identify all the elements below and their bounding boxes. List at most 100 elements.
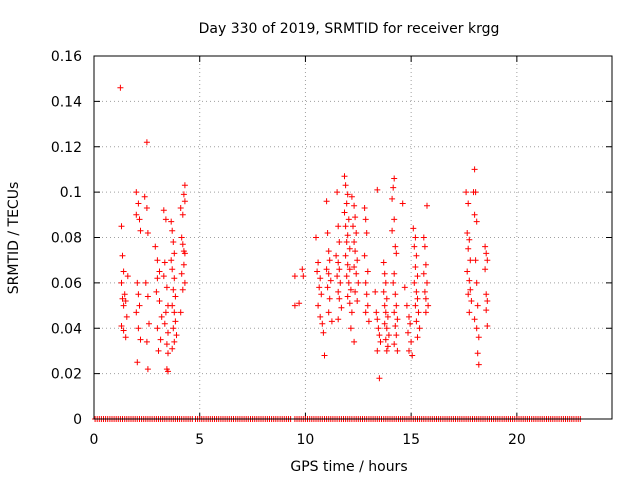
data-point	[391, 309, 398, 316]
data-point	[483, 250, 490, 257]
data-point	[122, 334, 129, 341]
data-point	[385, 332, 392, 339]
data-point	[381, 302, 388, 309]
data-point	[464, 268, 471, 275]
data-point	[381, 320, 388, 327]
data-point	[177, 309, 184, 316]
data-point	[365, 318, 372, 325]
data-point	[154, 275, 161, 282]
data-point	[341, 173, 348, 180]
data-point	[471, 166, 478, 173]
data-point	[391, 175, 398, 182]
data-point	[376, 375, 383, 382]
data-point	[466, 277, 473, 284]
data-point	[156, 268, 163, 275]
data-point	[471, 211, 478, 218]
data-point	[392, 291, 399, 298]
data-point	[341, 209, 348, 216]
data-point	[180, 191, 187, 198]
data-point	[410, 225, 417, 232]
data-point	[319, 320, 326, 327]
data-point	[482, 266, 489, 273]
data-point	[144, 293, 151, 300]
data-point	[354, 298, 361, 304]
y-tick-label: 0.04	[51, 321, 82, 337]
data-point	[335, 259, 342, 266]
data-point	[347, 325, 354, 332]
chart-title: Day 330 of 2019, SRMTID for receiver krg…	[199, 21, 500, 37]
data-point	[394, 316, 401, 323]
data-point	[351, 264, 358, 270]
data-point	[155, 347, 162, 354]
data-point	[424, 279, 430, 286]
data-point	[475, 334, 482, 341]
data-point	[353, 270, 360, 277]
data-point	[466, 236, 473, 243]
data-point	[180, 248, 187, 255]
data-point	[343, 200, 350, 207]
data-point	[153, 288, 160, 295]
data-point	[468, 298, 475, 304]
data-point	[136, 216, 143, 223]
data-point	[413, 288, 420, 295]
data-point	[179, 241, 186, 248]
data-point	[169, 345, 176, 352]
data-point	[335, 316, 342, 323]
data-point	[123, 313, 130, 320]
y-tick-label: 0.12	[51, 140, 82, 156]
data-point	[421, 243, 428, 250]
data-point	[467, 257, 474, 264]
data-point	[163, 284, 170, 291]
data-point	[392, 323, 399, 329]
data-point	[324, 230, 331, 236]
data-point	[383, 347, 390, 354]
data-point	[171, 309, 178, 316]
data-point	[135, 325, 142, 332]
data-point	[414, 334, 421, 341]
data-point	[351, 338, 358, 345]
data-point	[422, 309, 429, 316]
data-point	[169, 227, 176, 234]
data-point	[352, 214, 359, 221]
data-point	[325, 248, 332, 255]
data-point	[415, 309, 422, 316]
data-point	[351, 239, 358, 245]
data-point	[158, 313, 165, 320]
data-point	[352, 248, 359, 255]
data-point	[391, 270, 398, 277]
data-point	[161, 259, 168, 266]
data-point	[162, 216, 169, 223]
data-point	[382, 336, 389, 343]
data-point	[154, 257, 161, 264]
data-point	[334, 189, 341, 196]
data-point	[473, 218, 480, 225]
data-point	[291, 302, 298, 309]
data-point	[300, 273, 307, 280]
data-point	[413, 252, 420, 259]
data-point	[422, 261, 429, 268]
data-point	[299, 266, 306, 273]
data-point	[118, 279, 125, 286]
data-point	[346, 266, 353, 273]
data-point	[178, 270, 185, 277]
data-point	[405, 329, 411, 336]
data-point	[142, 279, 149, 286]
data-point	[421, 288, 428, 295]
data-point	[391, 216, 398, 223]
data-point	[163, 341, 170, 348]
data-point	[406, 313, 412, 320]
data-point	[392, 243, 399, 250]
data-point	[381, 270, 388, 277]
data-point	[336, 239, 343, 245]
y-tick-label: 0.14	[51, 94, 82, 110]
data-point	[384, 313, 391, 320]
data-point	[133, 189, 140, 196]
data-point	[172, 318, 179, 325]
data-point	[363, 291, 370, 298]
data-point	[335, 223, 342, 230]
data-point	[345, 279, 352, 286]
data-point	[323, 266, 330, 273]
data-point	[353, 230, 360, 236]
data-point	[144, 230, 151, 236]
